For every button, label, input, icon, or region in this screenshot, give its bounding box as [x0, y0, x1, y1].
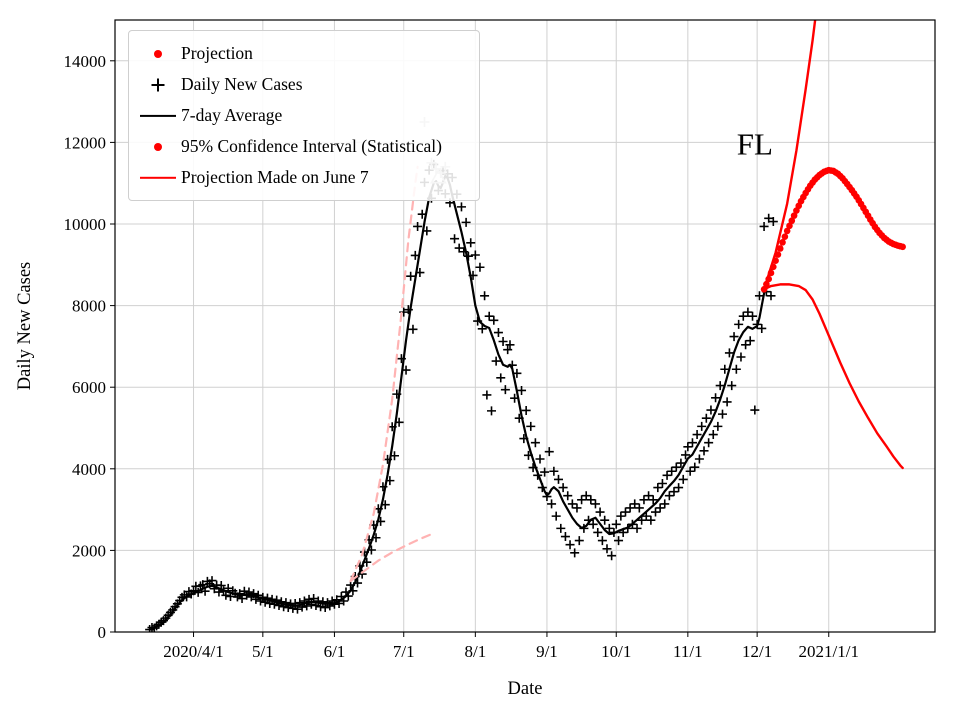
y-tick-label: 12000	[64, 133, 107, 152]
tick-labels: 0 2000 4000 6000 8000 10000 12000 14000 2020/4/1…	[64, 52, 859, 661]
x-tick-label: 2021/1/1	[799, 642, 859, 661]
legend-item-projection: Projection	[135, 38, 469, 69]
line-marker-icon	[135, 107, 181, 125]
y-tick-label: 0	[98, 623, 107, 642]
plot-frame	[114, 19, 936, 633]
x-tick-label: 6/1	[324, 642, 346, 661]
x-tick-label: 10/1	[601, 642, 631, 661]
series-projection	[760, 166, 906, 293]
legend-label: Projection	[181, 43, 253, 63]
legend: Projection Daily New Cases 7-day Average…	[128, 30, 480, 201]
legend-item-7-day-average: 7-day Average	[135, 100, 469, 131]
legend-item-confidence-interval: 95% Confidence Interval (Statistical)	[135, 131, 469, 162]
y-tick-label: 10000	[64, 215, 107, 234]
series-projection-made-on-june-7-upper	[349, 165, 419, 583]
state-annotation: FL	[737, 127, 773, 162]
x-tick-label: 9/1	[536, 642, 558, 661]
legend-label: 7-day Average	[181, 105, 283, 125]
y-tick-label: 4000	[72, 460, 106, 479]
confidence-dot-icon	[135, 138, 181, 156]
y-tick-label: 2000	[72, 541, 106, 560]
y-axis-label: Daily New Cases	[15, 262, 35, 390]
legend-item-projection-june7: Projection Made on June 7	[135, 162, 469, 193]
series-7-day-average	[150, 174, 775, 630]
legend-label: Daily New Cases	[181, 74, 303, 94]
projection-dot-icon	[135, 45, 181, 63]
y-tick-label: 6000	[72, 378, 106, 397]
red-line-marker-icon	[135, 169, 181, 187]
series-95-confidence-interval-lower	[762, 283, 904, 470]
plus-marker-icon	[135, 76, 181, 94]
x-tick-label: 5/1	[252, 642, 274, 661]
x-tick-label: 2020/4/1	[163, 642, 223, 661]
axis-ticks	[110, 60, 830, 637]
y-tick-label: 8000	[72, 297, 106, 316]
x-axis-label: Date	[508, 679, 543, 699]
legend-label: 95% Confidence Interval (Statistical)	[181, 136, 442, 156]
x-tick-label: 8/1	[464, 642, 486, 661]
x-tick-label: 12/1	[742, 642, 772, 661]
legend-label: Projection Made on June 7	[181, 167, 369, 187]
x-tick-label: 11/1	[673, 642, 703, 661]
series-projection-made-on-june-7-lower	[349, 532, 435, 583]
legend-item-daily-new-cases: Daily New Cases	[135, 69, 469, 100]
y-tick-label: 14000	[64, 52, 107, 71]
x-tick-label: 7/1	[393, 642, 415, 661]
